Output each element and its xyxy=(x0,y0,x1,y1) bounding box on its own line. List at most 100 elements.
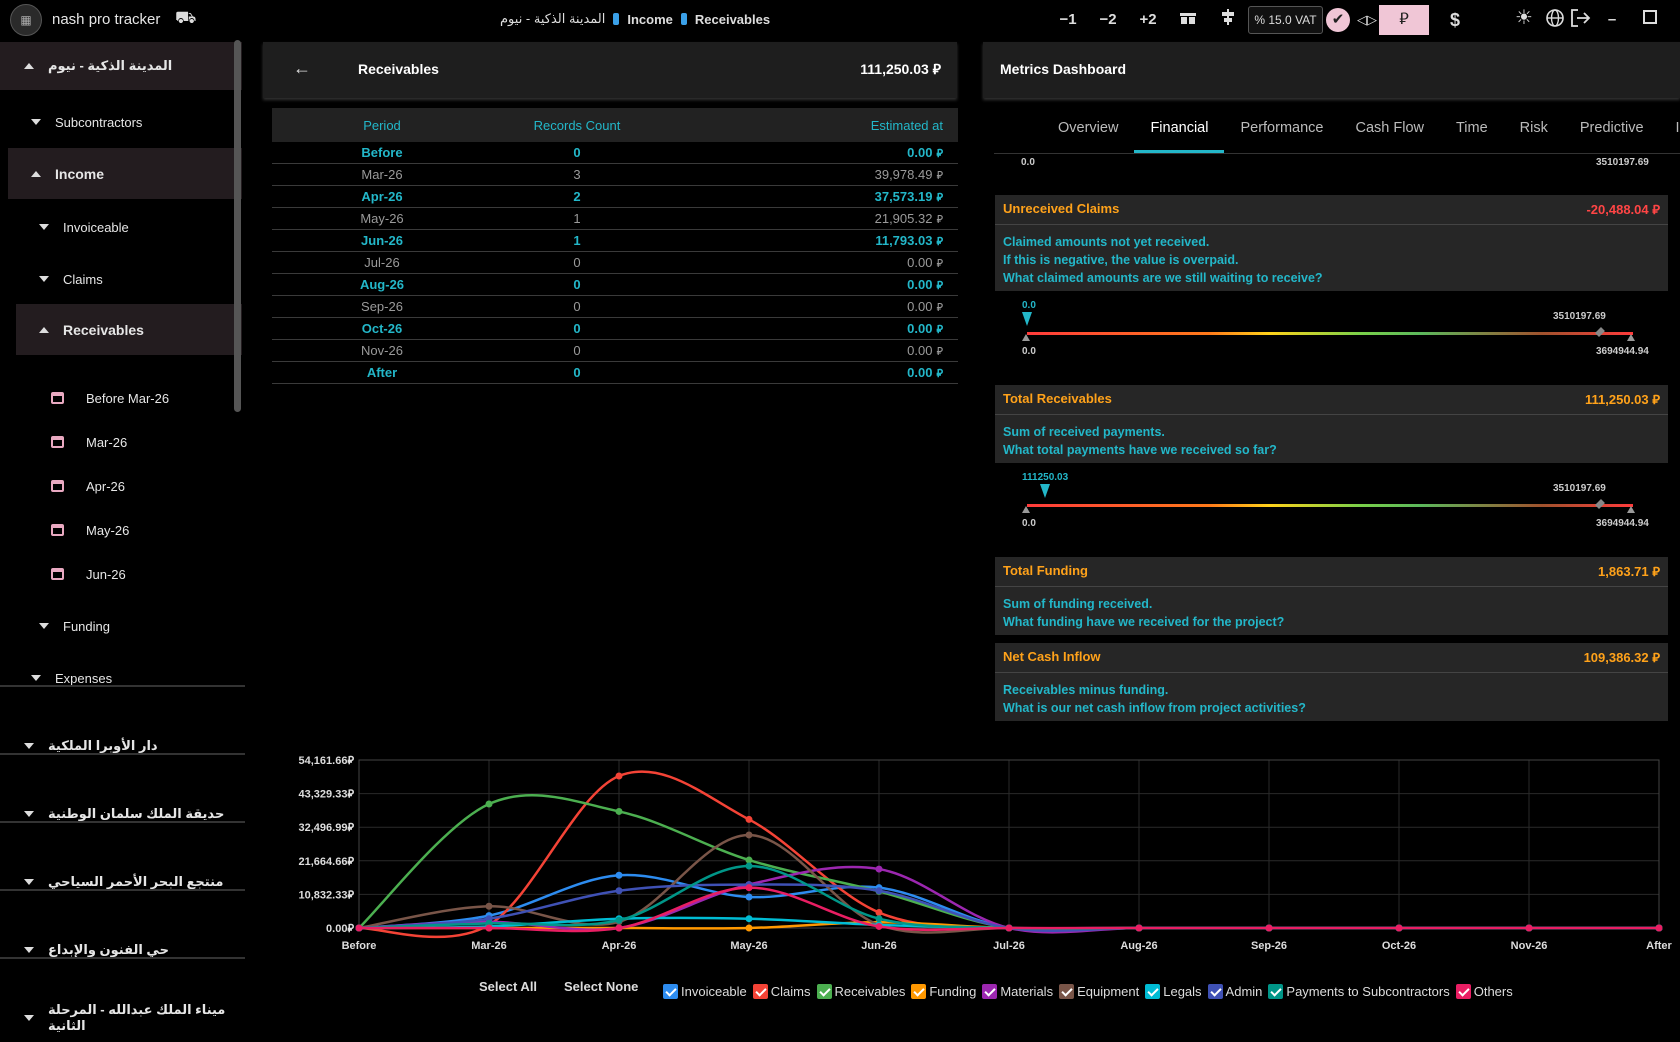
tab-financial[interactable]: Financial xyxy=(1134,110,1225,153)
checkbox-icon[interactable] xyxy=(1145,984,1161,999)
sidebar-period-item[interactable]: Before Mar-26 xyxy=(0,387,169,409)
select-all-button[interactable]: Select All xyxy=(479,978,538,994)
tab-time[interactable]: Time xyxy=(1455,120,1488,136)
checkbox-icon[interactable] xyxy=(752,984,768,999)
sidebar-period-item[interactable]: Apr-26 xyxy=(0,475,125,497)
legend-item[interactable]: Equipment xyxy=(1059,984,1139,999)
checkbox-icon[interactable] xyxy=(816,984,832,999)
sidebar-item-expenses[interactable]: Expenses xyxy=(0,654,112,702)
tab-predictive[interactable]: Predictive xyxy=(1579,120,1644,136)
checkbox-icon[interactable] xyxy=(982,984,998,999)
sidebar-item-invoiceable[interactable]: Invoiceable xyxy=(0,203,129,251)
shift-minus-2-button[interactable]: −2 xyxy=(1099,11,1117,28)
sidebar-period-item[interactable]: Mar-26 xyxy=(0,431,127,453)
tab-risk[interactable]: Risk xyxy=(1519,120,1548,136)
column-header-records[interactable]: Records Count xyxy=(533,117,621,133)
legend-item[interactable]: Materials xyxy=(982,984,1053,999)
shift-minus-1-button[interactable]: −1 xyxy=(1059,11,1077,28)
cell-amount: 0.00 xyxy=(907,298,933,314)
cell-records-count: 1 xyxy=(573,233,581,248)
legend-item[interactable]: Payments to Subcontractors xyxy=(1268,984,1450,999)
table-row[interactable]: Apr-26 2 37,573.19 ⃁ xyxy=(272,186,958,208)
sidebar-item-receivables[interactable]: Receivables xyxy=(16,304,242,355)
gift-icon[interactable] xyxy=(1178,8,1198,32)
metric-title: Total Receivables xyxy=(1003,391,1112,406)
table-row[interactable]: May-26 1 21,905.32 ⃁ xyxy=(272,208,958,230)
sidebar-item-subcontractors[interactable]: Subcontractors xyxy=(0,98,142,146)
breadcrumb-project[interactable]: المدينة الذكية - نيوم xyxy=(500,11,606,26)
truck-icon[interactable]: ⛟ xyxy=(175,8,197,27)
data-point xyxy=(615,871,623,879)
sidebar-item-label: Income xyxy=(55,165,105,182)
align-center-icon[interactable] xyxy=(1218,8,1238,32)
cell-period: Aug-26 xyxy=(359,277,405,292)
column-header-estimated[interactable]: Estimated at xyxy=(870,117,943,133)
select-none-button[interactable]: Select None xyxy=(564,978,639,994)
table-row[interactable]: Before 0 0.00 ⃁ xyxy=(272,142,958,164)
currency-usd-button[interactable]: $ xyxy=(1449,10,1460,30)
metric-card-unreceived-claims[interactable]: Unreceived Claims -20,488.04 ⃁ Claimed a… xyxy=(995,195,1668,291)
sidebar-project-current[interactable]: المدينة الذكية - نيوم xyxy=(0,42,242,90)
metric-card-total-receivables[interactable]: Total Receivables 111,250.03 ⃁ Sum of re… xyxy=(995,385,1668,463)
column-header-period[interactable]: Period xyxy=(363,117,401,133)
code-arrows-icon[interactable]: ◁▷ xyxy=(1357,12,1377,27)
checkbox-icon[interactable] xyxy=(663,984,678,999)
minimize-icon[interactable]: – xyxy=(1607,11,1617,28)
sidebar-item-funding[interactable]: Funding xyxy=(0,602,110,650)
back-arrow-icon[interactable]: ← xyxy=(293,58,311,78)
table-row[interactable]: Nov-26 0 0.00 ⃁ xyxy=(272,340,958,362)
metric-card-total-funding[interactable]: Total Funding 1,863.71 ⃁ Sum of funding … xyxy=(995,557,1668,635)
sidebar-period-item[interactable]: Jun-26 xyxy=(0,563,126,585)
checkbox-icon[interactable] xyxy=(1455,984,1471,999)
tab-performance[interactable]: Performance xyxy=(1240,120,1324,136)
checkbox-icon[interactable] xyxy=(1268,984,1284,999)
table-row[interactable]: Oct-26 0 0.00 ⃁ xyxy=(272,318,958,340)
shift-plus-2-button[interactable]: +2 xyxy=(1139,11,1157,28)
legend-item[interactable]: Claims xyxy=(752,984,811,999)
legend-item[interactable]: Others xyxy=(1455,984,1513,999)
cell-amount: 0.00 xyxy=(907,364,933,380)
metric-card-net-cash-inflow[interactable]: Net Cash Inflow 109,386.32 ⃁ Receivables… xyxy=(995,643,1668,721)
table-row[interactable]: Mar-26 3 39,978.49 ⃁ xyxy=(272,164,958,186)
currency-sar-button[interactable]: ⃁ xyxy=(1379,5,1429,35)
sidebar-project-item[interactable]: حي الفنون والإبداع xyxy=(0,926,169,974)
checkbox-icon[interactable] xyxy=(1059,984,1075,999)
sidebar-project-item[interactable]: ميناء الملك عبدالله - المرحلة الثانية xyxy=(0,994,245,1042)
tab-overview[interactable]: Overview xyxy=(1058,120,1119,136)
app-logo[interactable]: ▦ xyxy=(10,4,42,36)
currency-symbol: ⃁ xyxy=(1652,202,1660,217)
sidebar-project-item[interactable]: حديقة الملك سلمان الوطنية xyxy=(0,790,224,838)
sidebar-item-income[interactable]: Income xyxy=(8,148,242,199)
legend-item[interactable]: Funding xyxy=(911,984,976,999)
breadcrumb-income[interactable]: Income xyxy=(627,11,673,27)
sidebar-item-claims[interactable]: Claims xyxy=(0,255,103,303)
tab-more[interactable]: I xyxy=(1675,120,1680,136)
table-header: Period Records Count Estimated at xyxy=(272,108,958,142)
tab-cash-flow[interactable]: Cash Flow xyxy=(1355,120,1424,136)
metric-description: If this is negative, the value is overpa… xyxy=(1003,253,1239,267)
legend-item[interactable]: Admin xyxy=(1207,984,1262,999)
checkbox-icon[interactable] xyxy=(911,984,927,999)
logout-icon[interactable] xyxy=(1568,8,1592,32)
maximize-icon[interactable] xyxy=(1640,8,1660,32)
globe-icon[interactable] xyxy=(1543,8,1567,32)
sidebar-project-item[interactable]: منتجع البحر الأحمر السياحي xyxy=(0,858,223,906)
table-row[interactable]: Sep-26 0 0.00 ⃁ xyxy=(272,296,958,318)
legend-item[interactable]: Legals xyxy=(1145,984,1202,999)
sidebar-project-item[interactable]: دار الأوبرا الملكية xyxy=(0,722,158,770)
gauge-bar xyxy=(1027,504,1633,507)
table-row[interactable]: Jul-26 0 0.00 ⃁ xyxy=(272,252,958,274)
sidebar-period-item[interactable]: May-26 xyxy=(0,519,129,541)
checkbox-icon[interactable] xyxy=(1207,984,1223,999)
breadcrumb-receivables[interactable]: Receivables xyxy=(694,11,771,27)
checkmark-icon[interactable]: ✔ xyxy=(1326,8,1350,32)
sidebar-scrollbar[interactable] xyxy=(234,40,241,412)
table-row[interactable]: Jun-26 1 11,793.03 ⃁ xyxy=(272,230,958,252)
sun-icon[interactable]: ☀ xyxy=(1515,7,1533,29)
legend-item[interactable]: Invoiceable xyxy=(663,984,747,999)
y-tick-label: 10,832.33⃁ xyxy=(299,889,355,901)
legend-item[interactable]: Receivables xyxy=(816,984,905,999)
vat-input[interactable]: % 15.0 VAT xyxy=(1248,6,1323,34)
table-row[interactable]: Aug-26 0 0.00 ⃁ xyxy=(272,274,958,296)
table-row[interactable]: After 0 0.00 ⃁ xyxy=(272,362,958,384)
